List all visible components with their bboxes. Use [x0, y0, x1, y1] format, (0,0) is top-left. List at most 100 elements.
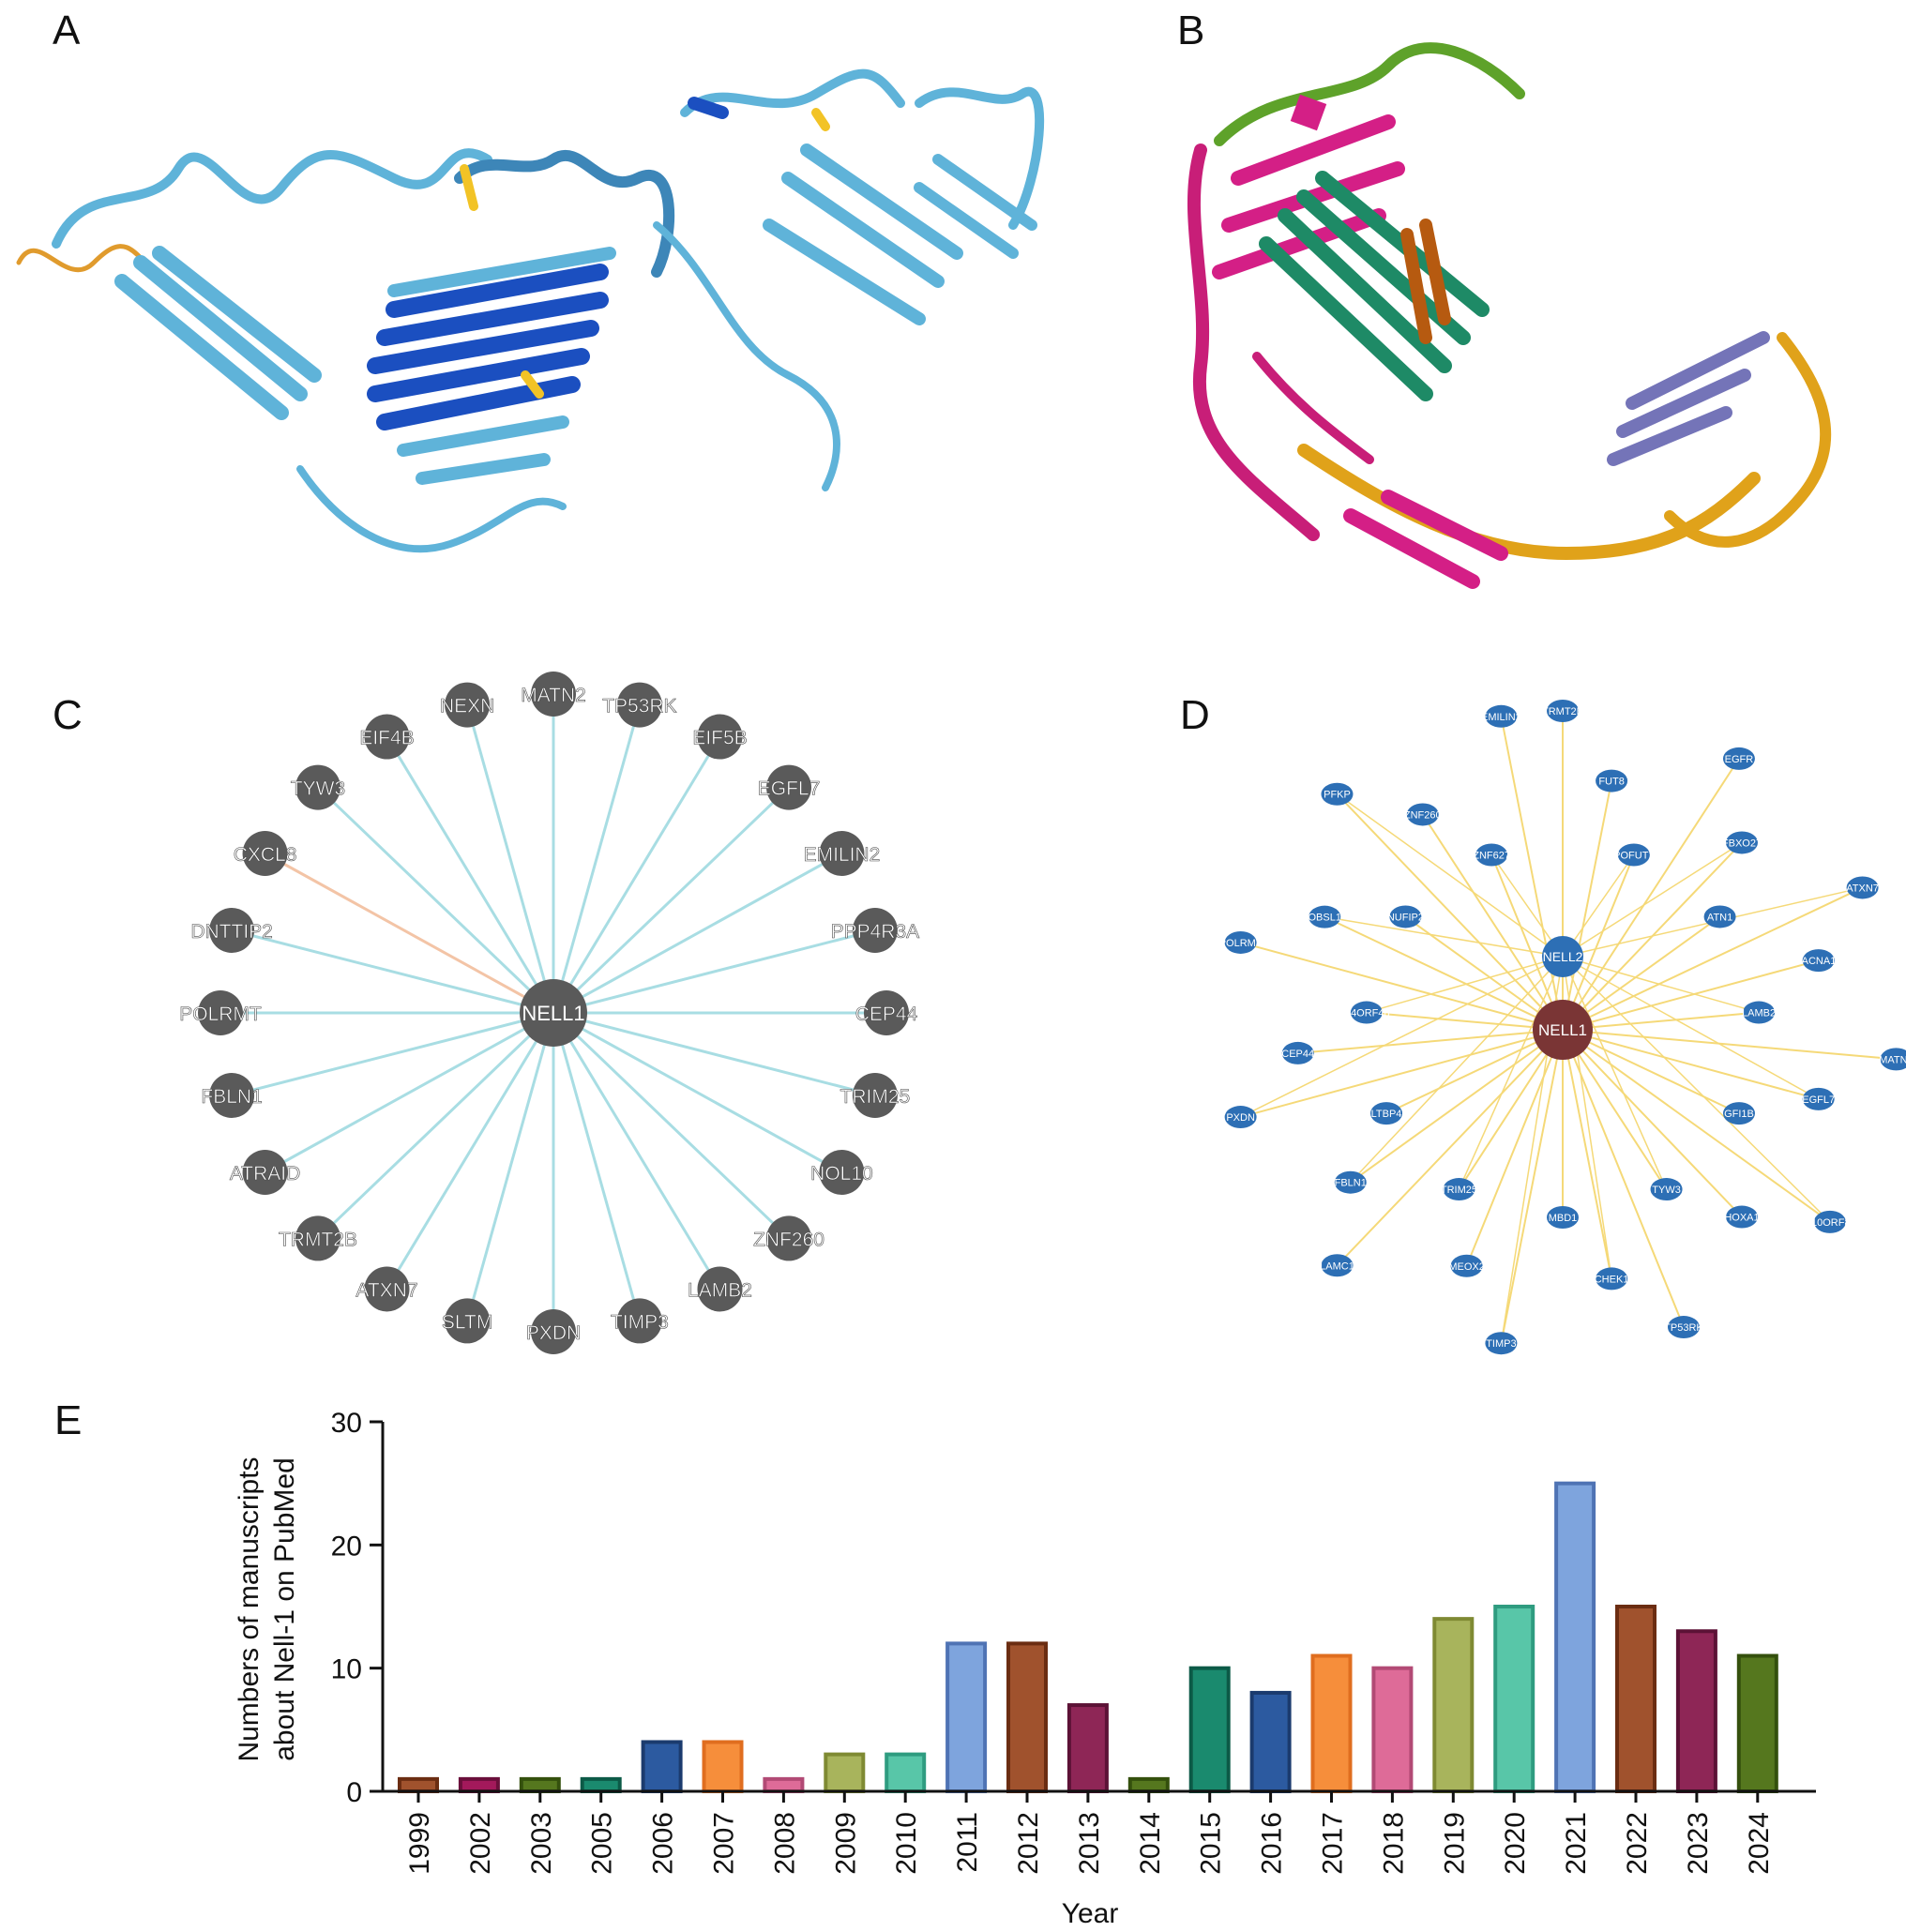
node-c-atxn7	[364, 1266, 410, 1312]
node-d-label-mbd1: MBD1	[1549, 1213, 1578, 1224]
edge-d-hub-c4orf48	[1366, 956, 1564, 1014]
bar-2011	[945, 1641, 988, 1794]
x-tick-label-2014: 2014	[1135, 1812, 1166, 1875]
node-d-label-atn1: ATN1	[1707, 912, 1732, 923]
edge-d-center-gfi1b	[1562, 1029, 1740, 1115]
node-d-label-cacna1a: CACNA1A	[1794, 956, 1844, 967]
node-d-cacna1a	[1802, 949, 1835, 973]
node-d-label-meox2: MEOX2	[1448, 1261, 1485, 1273]
x-tick-label-2022: 2022	[1622, 1812, 1653, 1875]
edge-d-hub-trim25	[1458, 956, 1564, 1190]
edge-c-eif4b	[386, 735, 555, 1014]
edge-d-center-nufip2	[1404, 915, 1564, 1031]
node-d-label-lamb2: LAMB2	[1742, 1008, 1776, 1019]
node-c-label-trmt2b: TRMT2B	[279, 1229, 357, 1250]
x-tick-label-2017: 2017	[1318, 1812, 1349, 1875]
edge-c-atraid	[264, 1011, 554, 1174]
bar-2010	[885, 1752, 927, 1793]
node-d-hoxa1	[1725, 1205, 1758, 1229]
node-d-pfkp	[1321, 782, 1354, 806]
node-d-label-trim25: TRIM25	[1441, 1185, 1477, 1196]
node-c-trim25	[852, 1072, 898, 1118]
y-tick-label: 0	[346, 1777, 362, 1808]
node-c-label-lamb2: LAMB2	[688, 1279, 752, 1301]
edge-c-znf260	[552, 1011, 791, 1240]
edge-d-center-tp53rk	[1562, 1029, 1685, 1328]
edge-c-timp3	[552, 1012, 642, 1321]
node-c-fbln1	[209, 1072, 255, 1118]
node-d-c10orf88	[1813, 1210, 1846, 1233]
edge-c-sltm	[465, 1012, 555, 1321]
node-d-ltbp4	[1370, 1102, 1403, 1125]
node-c-polrmt	[198, 990, 243, 1035]
node-d-tyw3	[1650, 1178, 1683, 1201]
edge-d-center-pofut1	[1562, 854, 1635, 1031]
node-d-fbln1	[1334, 1170, 1367, 1194]
x-tick-label-2023: 2023	[1683, 1812, 1714, 1875]
node-d-label-chek1: CHEK1	[1595, 1274, 1629, 1285]
node-d-atxn7	[1846, 876, 1879, 899]
node-c-pxdn	[531, 1309, 576, 1354]
bar-2008	[763, 1776, 805, 1794]
edge-d-center-cacna1a	[1562, 959, 1819, 1031]
edge-d-hub-lamb2	[1562, 956, 1760, 1014]
node-d-lamb2	[1743, 1001, 1776, 1024]
node-d-fut8	[1596, 769, 1628, 792]
x-tick-label-2010: 2010	[891, 1812, 922, 1875]
node-c-label-pxdn: PXDN	[526, 1322, 581, 1344]
edge-d-center-egfr	[1562, 758, 1740, 1031]
node-c-label-cxcl8: CXCL8	[234, 844, 297, 866]
edge-d-center-znf260	[1421, 813, 1564, 1031]
node-d-label-nufip2: NUFIP2	[1387, 912, 1424, 923]
bar-2014	[1127, 1776, 1170, 1794]
node-c-label-emilin2: EMILIN2	[804, 844, 881, 866]
protein-structure-a	[16, 68, 1045, 553]
edge-d-center-trim25	[1458, 1029, 1564, 1190]
x-axis-label: Year	[1062, 1898, 1119, 1929]
x-tick-label-2003: 2003	[526, 1812, 557, 1875]
node-c-nol10	[819, 1150, 865, 1195]
node-c-label-ppp4r3a: PPP4R3A	[831, 921, 920, 943]
edge-d-center-timp3	[1500, 1029, 1564, 1344]
node-d-label-tp53rk: TP53RK	[1664, 1322, 1703, 1334]
node-d-c4orf48	[1350, 1001, 1383, 1024]
node-d-fbxo27	[1725, 831, 1758, 854]
node-d-mbd1	[1547, 1206, 1579, 1229]
node-c-label-sltm: SLTM	[442, 1311, 492, 1333]
node-d-hub-label: NELL2	[1543, 949, 1583, 964]
node-c-eif5b	[697, 714, 743, 760]
node-c-label-dnttip2: DNTTIP2	[190, 921, 273, 943]
node-d-center-label: NELL1	[1538, 1021, 1587, 1039]
node-d-label-matn2: MATN2	[1879, 1054, 1906, 1065]
y-tick-label: 10	[331, 1654, 362, 1685]
edge-d-center-atn1	[1562, 915, 1721, 1031]
node-c-ppp4r3a	[852, 908, 898, 954]
edge-d-center-hoxa1	[1562, 1029, 1743, 1218]
node-c-atraid	[242, 1150, 288, 1195]
node-d-label-pofut1: POFUT1	[1613, 851, 1654, 862]
node-d-label-gfi1b: GFI1B	[1724, 1109, 1754, 1120]
bar-2020	[1493, 1605, 1535, 1793]
x-tick-label-2024: 2024	[1744, 1812, 1775, 1875]
edge-c-nexn	[465, 704, 555, 1014]
node-c-center-label: NELL1	[522, 1002, 584, 1025]
node-d-chek1	[1596, 1267, 1628, 1291]
node-d-label-cep44: CEP44	[1281, 1049, 1314, 1060]
node-c-lamb2	[697, 1266, 743, 1312]
edge-d-hub-pxdn	[1240, 956, 1564, 1118]
edge-c-egfl7	[552, 786, 791, 1015]
x-tick-label-2007: 2007	[709, 1812, 740, 1875]
node-c-label-trim25: TRIM25	[840, 1086, 911, 1108]
bar-2012	[1006, 1641, 1048, 1794]
node-c-label-eif4b: EIF4B	[359, 728, 414, 749]
node-c-dnttip2	[209, 908, 255, 954]
node-d-label-pfkp: PFKP	[1324, 790, 1351, 801]
bar-2007	[702, 1740, 744, 1794]
node-d-label-fut8: FUT8	[1598, 777, 1625, 788]
edge-d-hub-pofut1	[1562, 854, 1635, 958]
bar-2024	[1736, 1653, 1778, 1793]
node-c-label-atxn7: ATXN7	[355, 1279, 417, 1301]
protein-structure-b	[1187, 42, 1832, 589]
x-tick-label-2018: 2018	[1378, 1812, 1409, 1875]
